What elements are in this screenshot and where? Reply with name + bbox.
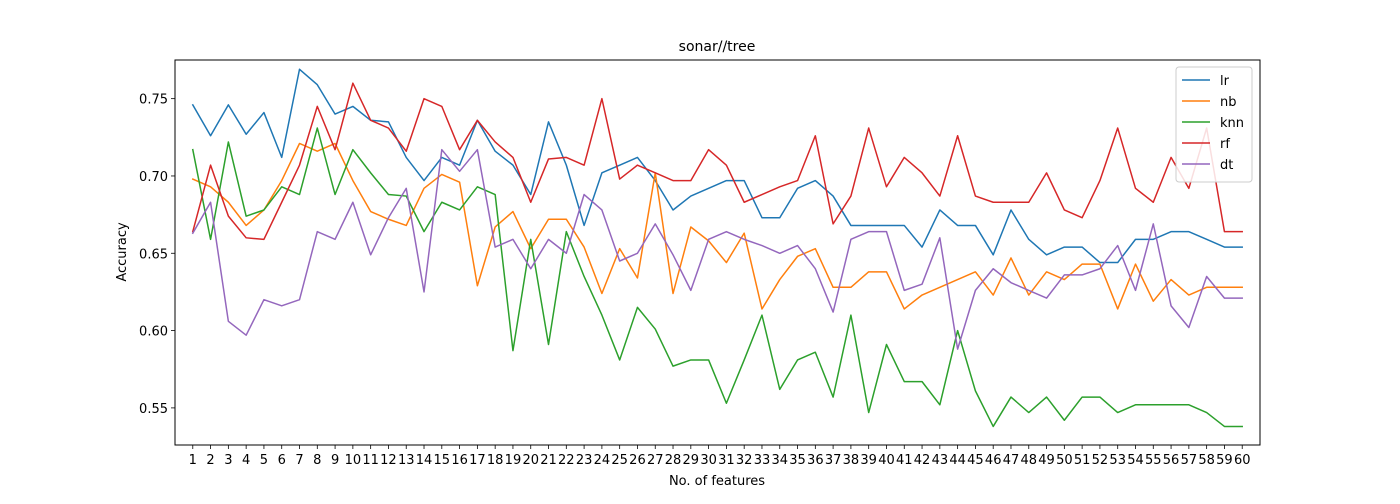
x-tick-label: 45	[967, 453, 984, 468]
x-tick-label: 42	[914, 453, 931, 468]
legend-box	[1175, 66, 1253, 183]
x-tick-label: 29	[683, 453, 700, 468]
x-tick-label: 52	[1092, 453, 1109, 468]
x-tick-label: 26	[629, 453, 646, 468]
x-tick-label: 39	[860, 453, 877, 468]
x-tick-label: 5	[260, 453, 268, 468]
x-tick-label: 34	[771, 453, 788, 468]
x-tick-label: 44	[949, 453, 966, 468]
x-tick-label: 46	[985, 453, 1002, 468]
x-tick-label: 6	[278, 453, 286, 468]
x-tick-label: 51	[1074, 453, 1091, 468]
x-tick-label: 33	[754, 453, 771, 468]
x-tick-label: 30	[700, 453, 717, 468]
x-tick-label: 37	[825, 453, 842, 468]
x-tick-label: 13	[398, 453, 415, 468]
legend-label-rf: rf	[1220, 137, 1230, 152]
x-tick-label: 8	[313, 453, 321, 468]
chart-title: sonar//tree	[679, 39, 756, 55]
x-tick-label: 7	[295, 453, 303, 468]
x-tick-label: 18	[487, 453, 504, 468]
y-tick-label: 0.75	[139, 93, 168, 108]
x-tick-label: 53	[1109, 453, 1126, 468]
x-tick-label: 17	[469, 453, 486, 468]
x-tick-label: 16	[451, 453, 468, 468]
x-tick-label: 38	[843, 453, 860, 468]
legend: lr nb knn rf dt	[1175, 66, 1253, 183]
x-tick-label: 56	[1163, 453, 1180, 468]
x-tick-label: 15	[434, 453, 451, 468]
x-tick-label: 12	[380, 453, 397, 468]
x-tick-label: 14	[416, 453, 433, 468]
x-tick-label: 47	[1003, 453, 1020, 468]
plot-frame	[174, 59, 1261, 446]
x-tick-label: 55	[1145, 453, 1162, 468]
series-line-nb	[191, 142, 1243, 310]
x-tick-label: 41	[896, 453, 913, 468]
x-tick-label: 43	[932, 453, 949, 468]
x-tick-label: 59	[1216, 453, 1233, 468]
x-tick-label: 21	[540, 453, 557, 468]
x-tick-label: 54	[1127, 453, 1144, 468]
x-tick-label: 24	[594, 453, 611, 468]
y-axis: 0.55 0.60 0.65 0.70 0.75	[139, 93, 175, 417]
x-tick-label: 9	[331, 453, 339, 468]
legend-label-lr: lr	[1220, 74, 1230, 89]
x-tick-label: 57	[1181, 453, 1198, 468]
x-tick-label: 19	[505, 453, 522, 468]
x-tick-label: 32	[736, 453, 753, 468]
y-tick-label: 0.70	[139, 170, 168, 185]
legend-label-dt: dt	[1220, 158, 1233, 173]
legend-label-nb: nb	[1220, 95, 1237, 110]
x-tick-label: 4	[242, 453, 250, 468]
series-line-dt	[191, 148, 1243, 350]
x-tick-label: 27	[647, 453, 664, 468]
x-tick-label: 22	[558, 453, 575, 468]
x-tick-label: 40	[878, 453, 895, 468]
x-tick-label: 49	[1038, 453, 1055, 468]
x-tick-label: 2	[206, 453, 214, 468]
x-tick-label: 35	[789, 453, 806, 468]
x-tick-label: 58	[1198, 453, 1215, 468]
x-tick-label: 1	[189, 453, 197, 468]
x-tick-label: 48	[1020, 453, 1037, 468]
y-tick-label: 0.55	[139, 402, 168, 417]
x-axis: 1 2 3 4 5 6 7 8 9 10 11 12 13 14 15 16 17 18 19 20 21 22 23 24 2…	[189, 445, 1251, 468]
x-tick-label: 20	[522, 453, 539, 468]
x-tick-label: 25	[611, 453, 628, 468]
series-line-lr	[191, 68, 1243, 264]
y-tick-label: 0.65	[139, 247, 168, 262]
x-tick-label: 60	[1234, 453, 1251, 468]
y-tick-label: 0.60	[139, 325, 168, 340]
x-tick-label: 31	[718, 453, 735, 468]
x-tick-label: 3	[224, 453, 232, 468]
x-tick-label: 11	[362, 453, 379, 468]
series-line-rf	[191, 82, 1243, 241]
series-line-knn	[191, 127, 1243, 428]
x-axis-label: No. of features	[669, 474, 765, 489]
x-tick-label: 23	[576, 453, 593, 468]
plot-lines	[191, 68, 1243, 428]
x-tick-label: 50	[1056, 453, 1073, 468]
x-tick-label: 10	[345, 453, 362, 468]
legend-label-knn: knn	[1220, 116, 1244, 131]
y-axis-label: Accuracy	[115, 222, 130, 282]
x-tick-label: 36	[807, 453, 824, 468]
x-tick-label: 28	[665, 453, 682, 468]
